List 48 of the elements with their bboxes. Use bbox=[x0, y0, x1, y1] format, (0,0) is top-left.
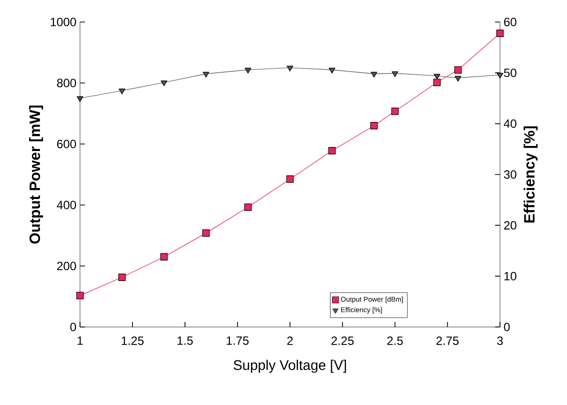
y2-tick-label: 30 bbox=[504, 170, 516, 179]
point bbox=[118, 88, 126, 94]
x-axis-title: Supply Voltage [V] bbox=[234, 360, 346, 373]
y-tick-label: 1000 bbox=[50, 18, 76, 26]
point bbox=[392, 71, 398, 78]
x-tick-label: 2 bbox=[287, 336, 293, 345]
y2-tick-label: 50 bbox=[504, 68, 516, 78]
point bbox=[454, 66, 462, 74]
point bbox=[496, 72, 504, 79]
x-tick-label: 2.5 bbox=[387, 336, 403, 345]
x-tick-label: 1 bbox=[78, 336, 83, 345]
x-tick-label: 2.75 bbox=[436, 336, 459, 345]
point bbox=[454, 76, 462, 82]
point bbox=[118, 274, 126, 281]
point bbox=[391, 108, 399, 116]
point bbox=[434, 74, 440, 80]
x-tick-label: 1.5 bbox=[178, 336, 193, 345]
point bbox=[370, 72, 378, 78]
y2-tick-label: 40 bbox=[504, 119, 516, 128]
point bbox=[244, 68, 252, 74]
y2-tick-label: 20 bbox=[504, 221, 516, 230]
x-tick-label: 1.25 bbox=[122, 336, 144, 345]
y-tick-label: 0 bbox=[70, 322, 76, 332]
point bbox=[433, 78, 441, 86]
point bbox=[244, 203, 252, 211]
point bbox=[160, 80, 168, 86]
point bbox=[202, 229, 210, 237]
point bbox=[328, 147, 336, 154]
point bbox=[202, 72, 210, 78]
point bbox=[370, 122, 378, 130]
point bbox=[496, 30, 504, 37]
y2-axis-title: Efficiency [%] bbox=[524, 126, 538, 222]
y2-tick-label: 60 bbox=[504, 18, 516, 26]
x-tick-label: 2.25 bbox=[331, 336, 354, 345]
y2-tick-label: 0 bbox=[504, 322, 510, 332]
y-tick-label: 800 bbox=[57, 78, 76, 88]
y-tick-label: 600 bbox=[57, 140, 76, 148]
x-tick-label: 1.75 bbox=[226, 336, 249, 345]
point bbox=[160, 253, 168, 261]
x-tick-label: 3 bbox=[497, 336, 503, 345]
point bbox=[286, 175, 294, 183]
y2-tick-label: 10 bbox=[504, 272, 516, 280]
y-axis-title: Output Power [mW] bbox=[29, 106, 44, 244]
point bbox=[328, 68, 336, 74]
y-tick-label: 200 bbox=[57, 262, 76, 270]
point bbox=[76, 292, 84, 300]
point bbox=[286, 66, 294, 72]
y-tick-label: 400 bbox=[56, 200, 76, 210]
